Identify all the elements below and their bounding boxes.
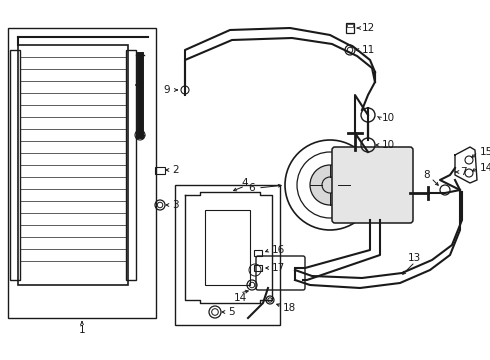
Bar (126, 50, 136, 280)
Text: 13: 13 (408, 253, 421, 263)
Bar (155, 166, 165, 174)
Text: 14: 14 (480, 163, 490, 173)
Text: 5: 5 (228, 307, 235, 317)
Bar (346, 23, 354, 33)
Text: 12: 12 (362, 23, 375, 33)
Text: 9: 9 (163, 85, 170, 95)
Text: 16: 16 (272, 245, 285, 255)
Circle shape (310, 165, 350, 205)
Text: 1: 1 (79, 325, 85, 335)
Text: 7: 7 (460, 167, 466, 177)
Text: 10: 10 (382, 140, 395, 150)
Text: 8: 8 (424, 170, 430, 180)
Text: 14: 14 (233, 293, 246, 303)
Text: 17: 17 (272, 263, 285, 273)
Text: 15: 15 (480, 147, 490, 157)
Text: 2: 2 (172, 165, 179, 175)
Text: 6: 6 (248, 183, 255, 193)
Bar (205, 210, 250, 285)
Text: 11: 11 (362, 45, 375, 55)
Bar (347, 24, 353, 27)
Bar (254, 265, 262, 271)
Bar (8, 28, 156, 318)
Bar (254, 250, 262, 256)
Bar (175, 185, 280, 325)
Text: 3: 3 (172, 200, 179, 210)
Text: 4: 4 (242, 178, 248, 188)
Bar (10, 50, 20, 280)
Text: 18: 18 (283, 303, 296, 313)
FancyBboxPatch shape (332, 147, 413, 223)
Bar (18, 45, 128, 285)
Text: 10: 10 (382, 113, 395, 123)
